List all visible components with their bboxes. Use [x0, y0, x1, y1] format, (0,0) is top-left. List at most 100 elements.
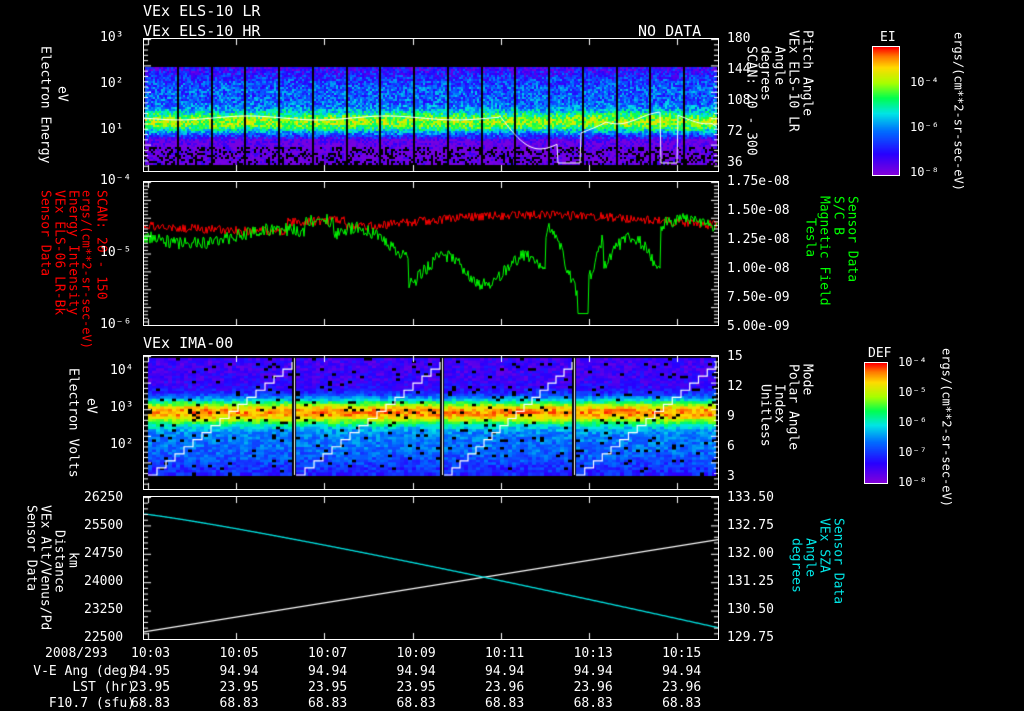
table-cell: 94.94: [396, 664, 436, 679]
panel3-y2tick-4: 3: [727, 469, 735, 484]
panel3-y2tick-2: 9: [727, 409, 735, 424]
panel1-no-data: NO DATA: [638, 22, 702, 40]
xaxis-tick-4: 10:11: [485, 646, 525, 661]
panel4-plot-frame[interactable]: [143, 496, 719, 640]
panel2-left-label-sensor: Sensor Data: [38, 190, 53, 276]
table-cell: 23.96: [485, 680, 525, 695]
panel1-right-label-angle: Angle: [771, 46, 787, 86]
panel4-left-label-sensor: Sensor Data: [24, 505, 39, 591]
panel2-right-label-tesla-text: Tesla: [802, 218, 818, 258]
panel1-left-axis-units: eV: [54, 86, 70, 102]
panel4-ytick-5: 22500: [84, 630, 124, 645]
panel2-ytick-1: 10⁻⁵: [100, 245, 132, 260]
panel3-right-label-mode-text: Mode: [799, 364, 815, 396]
panel4-right-label-degrees: degrees: [788, 538, 804, 593]
panel3-right-label-index: Index: [771, 384, 787, 424]
panel4-right-label-sza: VEx SZA: [816, 518, 832, 573]
panel1-y2tick-3: 72: [727, 124, 743, 139]
table-cell: 68.83: [219, 696, 259, 711]
panel4-ytick-0: 26250: [84, 490, 124, 505]
panel1-right-axis-label: Pitch Angle: [799, 30, 815, 117]
panel3-right-label-mode: Mode: [799, 364, 815, 396]
xaxis-tick-5: 10:13: [573, 646, 613, 661]
panel3-right-label-polar: Polar Angle: [785, 364, 801, 451]
panel1-ytick-0: 10³: [100, 30, 124, 45]
panel4-right-label-sza-text: VEx SZA: [816, 518, 832, 573]
panel4-left-label-instr: VEx Alt/Venus/Pd: [37, 505, 53, 631]
xaxis-tick-2: 10:07: [308, 646, 348, 661]
panel2-right-label-scb: S/C B: [830, 196, 846, 236]
panel2-left-label-instr: VEx ELS-06 LR-Bk: [51, 190, 67, 316]
panel1-ytick-2: 10¹: [100, 122, 124, 137]
panel3-right-label-unitless-text: Unitless: [757, 384, 773, 447]
table-cell: 94.94: [573, 664, 613, 679]
panel1-y2tick-1: 144: [727, 62, 751, 77]
panel1-y2tick-2: 108: [727, 93, 751, 108]
panel1-right-axis-scan: SCAN: 20 - 300: [744, 46, 759, 156]
panel2-right-label-tesla: Tesla: [802, 218, 818, 258]
colorbar2-title: DEF: [868, 346, 892, 361]
colorbar2-tick-2: 10⁻⁶: [898, 415, 927, 429]
panel2-ytick-2: 10⁻⁶: [100, 317, 132, 332]
colorbar1-tick-1: 10⁻⁶: [910, 120, 939, 134]
panel1-left-axis-units-text: eV: [54, 86, 70, 102]
panel2-left-label-scan-text: SCAN: 20 - 150: [93, 190, 109, 300]
panel3-right-label-index-text: Index: [771, 384, 787, 424]
panel2-y2tick-4: 7.50e-09: [727, 290, 790, 305]
panel3-right-label-unitless: Unitless: [757, 384, 773, 447]
colorbar2-units-text: ergs/(cm**2-sr-sec-eV): [939, 348, 954, 507]
panel4-ytick-3: 24000: [84, 574, 124, 589]
panel2-y2tick-5: 5.00e-09: [727, 319, 790, 334]
panel2-left-label-instr-text: VEx ELS-06 LR-Bk: [51, 190, 67, 316]
panel3-y2tick-0: 15: [727, 349, 743, 364]
colorbar1-title: EI: [880, 30, 896, 45]
panel1-ytick-1: 10²: [100, 76, 124, 91]
table-cell: 23.95: [219, 680, 259, 695]
panel2-right-label-scb-text: S/C B: [830, 196, 846, 236]
colorbar1-units-text: ergs/(cm**2-sr-sec-eV): [951, 32, 966, 191]
xaxis-tick-0: 10:03: [131, 646, 171, 661]
panel2-right-label-sensor: Sensor Data: [845, 196, 860, 282]
panel1-right-axis-angle: Angle: [771, 46, 787, 86]
table-cell: 94.95: [131, 664, 171, 679]
panel4-right-label-angle-text: Angle: [802, 538, 818, 578]
xaxis-tick-1: 10:05: [219, 646, 259, 661]
panel1-left-axis-label-line1: Electron Energy: [37, 46, 53, 164]
panel4-right-label-degrees-text: degrees: [788, 538, 804, 593]
panel4-y2tick-1: 132.75: [727, 518, 774, 533]
table-cell: 68.83: [485, 696, 525, 711]
colorbar1-units: ergs/(cm**2-sr-sec-eV): [951, 32, 966, 191]
panel2-ytick-0: 10⁻⁴: [100, 173, 132, 188]
panel3-y2tick-1: 12: [727, 379, 743, 394]
panel3-y2tick-3: 6: [727, 439, 735, 454]
table-row-label: F10.7 (sfu): [48, 696, 135, 711]
xaxis-tick-6: 10:15: [662, 646, 702, 661]
panel3-title: VEx IMA-00: [143, 334, 234, 352]
table-row-label: LST (hr): [72, 680, 135, 695]
panel3-plot-frame[interactable]: [143, 355, 719, 490]
panel4-y2tick-5: 129.75: [727, 630, 774, 645]
panel1-plot-frame[interactable]: [143, 38, 719, 172]
panel2-left-label-scan: SCAN: 20 - 150: [93, 190, 109, 300]
panel1-left-axis-label: Electron Energy: [37, 46, 53, 166]
panel4-left-label-instr-text: VEx Alt/Venus/Pd: [37, 505, 53, 631]
panel4-left-label-distance: Distance: [52, 530, 67, 593]
panel3-right-label-polar-text: Polar Angle: [785, 364, 801, 451]
panel3-ytick-1: 10³: [110, 400, 134, 415]
panel1-y2tick-0: 180: [727, 31, 751, 46]
panel1-right-label-pitch: Pitch Angle: [799, 30, 815, 117]
colorbar2-tick-1: 10⁻⁵: [898, 385, 927, 399]
panel4-y2tick-0: 133.50: [727, 490, 774, 505]
table-cell: 23.96: [573, 680, 613, 695]
table-cell: 68.83: [308, 696, 348, 711]
table-cell: 94.94: [308, 664, 348, 679]
panel2-right-label-field: Magnetic Field: [817, 196, 832, 306]
panel2-left-label-units: ergs/(cm**2-sr-sec-eV): [79, 190, 94, 349]
table-cell: 23.95: [131, 680, 171, 695]
table-cell: 23.95: [308, 680, 348, 695]
table-cell: 94.94: [219, 664, 259, 679]
panel4-y2tick-3: 131.25: [727, 574, 774, 589]
panel2-left-label-units-text: ergs/(cm**2-sr-sec-eV): [79, 190, 94, 349]
panel4-right-label-angle: Angle: [802, 538, 818, 578]
panel2-plot-frame[interactable]: [143, 181, 719, 326]
